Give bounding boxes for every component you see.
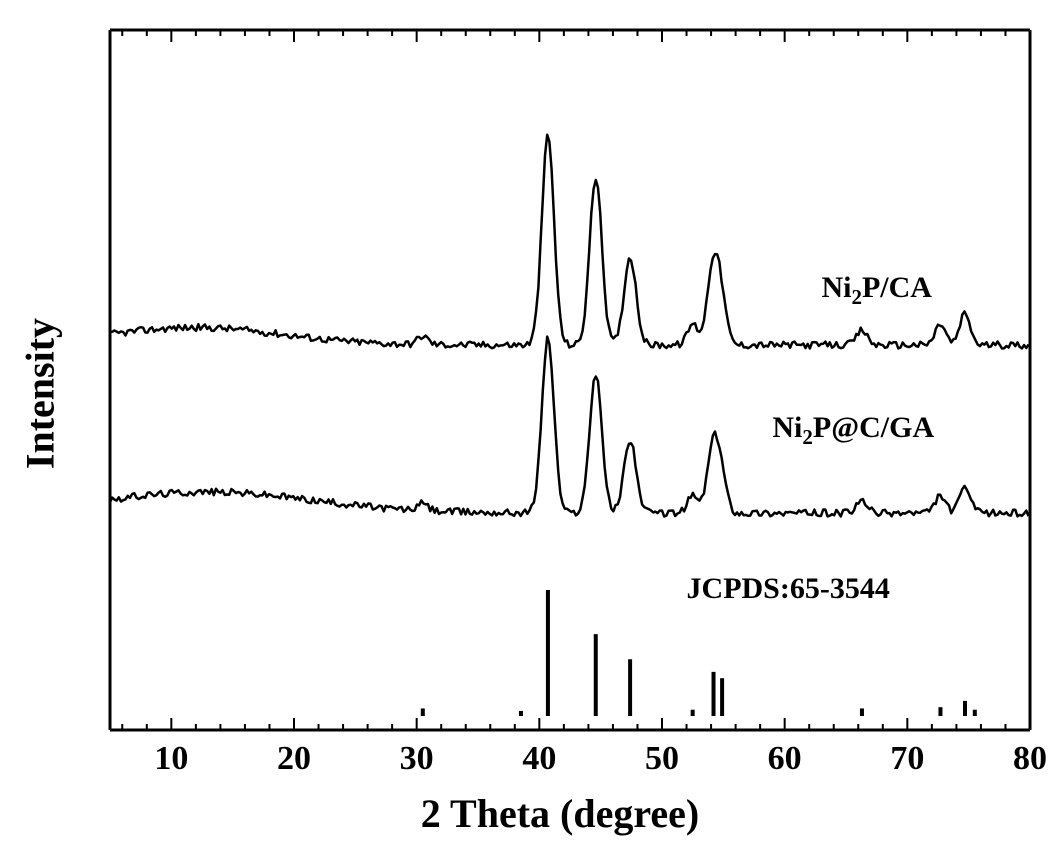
x-tick-label: 40 xyxy=(509,740,569,778)
xrd-chart: Intensity 2 Theta (degree) 10 20 30 40 50 60 7… xyxy=(0,0,1059,859)
x-tick-label: 50 xyxy=(632,740,692,778)
y-axis-label: Intensity xyxy=(17,294,64,494)
x-tick-label: 60 xyxy=(755,740,815,778)
xrd-pattern-Ni2P_CA xyxy=(110,135,1029,349)
x-tick-label: 80 xyxy=(1000,740,1059,778)
x-tick-label: 30 xyxy=(387,740,447,778)
x-tick-label: 20 xyxy=(264,740,324,778)
x-tick-label: 70 xyxy=(877,740,937,778)
x-axis-label: 2 Theta (degree) xyxy=(330,790,790,837)
label-ni2p-ca: Ni2P/CA xyxy=(821,271,932,310)
x-tick-label: 10 xyxy=(141,740,201,778)
label-ni2p-c-ga: Ni2P@C/GA xyxy=(772,411,934,450)
label-jcpds: JCPDS:65-3544 xyxy=(687,572,890,606)
